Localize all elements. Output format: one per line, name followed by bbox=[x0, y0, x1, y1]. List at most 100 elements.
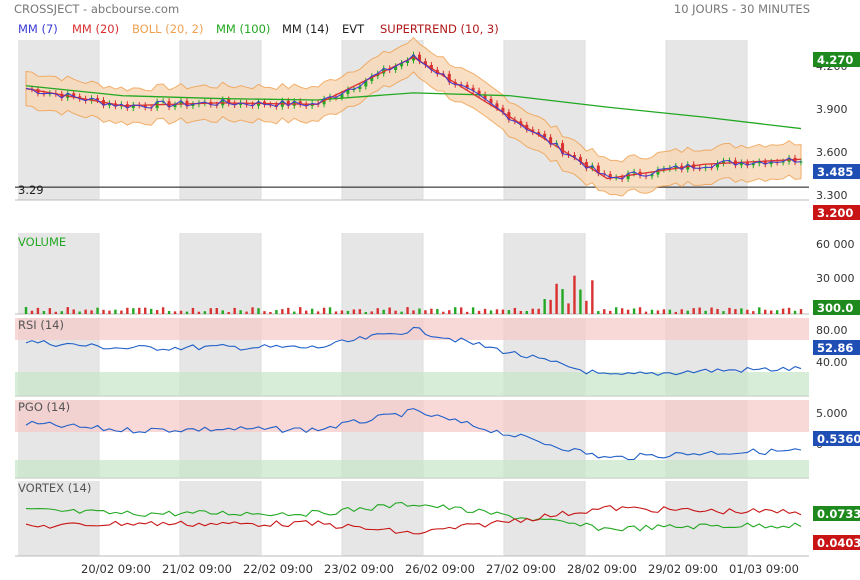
volume-bar bbox=[173, 311, 177, 314]
candle bbox=[572, 155, 576, 158]
volume-bar bbox=[609, 310, 612, 314]
pgo-badge: 0.5360 bbox=[813, 431, 860, 446]
volume-bar bbox=[245, 311, 248, 314]
volume-bar bbox=[84, 309, 87, 314]
volume-bar bbox=[549, 299, 552, 314]
volume-bar bbox=[758, 307, 761, 314]
candle bbox=[549, 137, 553, 145]
volume-bar bbox=[507, 310, 511, 314]
volume-bar bbox=[543, 299, 546, 314]
y-tick-label: 40.00 bbox=[816, 356, 848, 369]
volume-bar bbox=[394, 310, 397, 314]
support-label: 3.29 bbox=[18, 183, 44, 197]
candle bbox=[656, 169, 660, 175]
candle bbox=[227, 99, 231, 104]
legend-mm100: MM (100) bbox=[216, 22, 270, 36]
volume-bar bbox=[430, 308, 433, 314]
candle bbox=[590, 165, 594, 169]
volume-bar bbox=[752, 311, 755, 314]
volume-bar bbox=[66, 307, 69, 314]
candle bbox=[191, 104, 195, 107]
y-tick-label: 3.600 bbox=[816, 146, 848, 159]
vortex-panel: VORTEX (14) 0.0733 0.0403 bbox=[18, 481, 860, 550]
volume-bar bbox=[251, 307, 254, 314]
volume-bar bbox=[60, 311, 63, 314]
volume-bar bbox=[775, 310, 779, 314]
vortex-minus-badge: 0.0403 bbox=[813, 535, 860, 550]
volume-bar bbox=[304, 310, 308, 314]
volume-bar bbox=[424, 310, 427, 314]
volume-bar bbox=[209, 308, 213, 314]
volume-bar bbox=[299, 307, 302, 314]
candle bbox=[131, 104, 135, 109]
candle bbox=[400, 62, 404, 67]
volume-bar bbox=[138, 307, 141, 314]
rsi-oversold-zone bbox=[15, 372, 809, 396]
volume-bar bbox=[465, 311, 469, 314]
plot-layer bbox=[15, 36, 809, 535]
volume-bar bbox=[36, 307, 40, 314]
volume-bar bbox=[674, 311, 678, 314]
volume-bar bbox=[513, 307, 517, 314]
rsi-badge: 52.86 bbox=[813, 340, 860, 355]
volume-bar bbox=[799, 309, 803, 314]
candle bbox=[757, 161, 761, 164]
candle bbox=[620, 177, 624, 180]
candle bbox=[370, 76, 374, 81]
volume-bar bbox=[728, 307, 731, 314]
volume-bar bbox=[567, 303, 570, 314]
candle bbox=[561, 143, 565, 154]
vortex-plus-line bbox=[25, 501, 802, 532]
volume-bar bbox=[275, 309, 278, 314]
volume-bar bbox=[233, 307, 236, 314]
x-tick-label: 26/02 09:00 bbox=[405, 562, 475, 576]
candle bbox=[60, 93, 64, 98]
volume-bar bbox=[102, 309, 105, 314]
volume-bar bbox=[471, 307, 475, 314]
x-tick-label: 01/03 09:00 bbox=[729, 562, 799, 576]
x-tick-label: 21/02 09:00 bbox=[162, 562, 232, 576]
volume-bar bbox=[734, 309, 737, 314]
vortex-plus-badge: 0.0733 bbox=[813, 506, 860, 521]
volume-bar bbox=[591, 280, 594, 314]
pgo-overbought-zone bbox=[15, 400, 809, 432]
candle bbox=[465, 84, 469, 88]
badge-last: 3.485 bbox=[813, 164, 860, 179]
candle bbox=[346, 89, 350, 94]
day-band bbox=[342, 481, 423, 556]
candle bbox=[477, 90, 481, 95]
volume-bar bbox=[519, 311, 523, 314]
volume-bar bbox=[406, 307, 409, 314]
candle bbox=[179, 100, 183, 105]
volume-bar bbox=[54, 311, 58, 314]
volume-bar bbox=[120, 310, 123, 314]
volume-bar bbox=[662, 309, 666, 314]
volume-bar bbox=[155, 310, 159, 314]
candle bbox=[423, 61, 427, 65]
volume-bar bbox=[764, 309, 767, 314]
volume-bar bbox=[30, 310, 34, 314]
volume-bar bbox=[364, 311, 368, 314]
day-band bbox=[18, 40, 99, 200]
volume-bar bbox=[346, 310, 350, 314]
svg-text:0.5360: 0.5360 bbox=[817, 432, 860, 446]
ma7-line bbox=[25, 54, 802, 180]
day-band bbox=[180, 481, 261, 556]
ma20-line bbox=[25, 56, 802, 180]
candle bbox=[173, 104, 177, 108]
volume-bar bbox=[108, 310, 111, 314]
volume-bar bbox=[531, 308, 534, 314]
volume-bar bbox=[603, 309, 606, 314]
volume-bar bbox=[370, 311, 373, 314]
candle bbox=[674, 165, 678, 169]
ma100-line bbox=[25, 85, 802, 130]
legend-mm7: MM (7) bbox=[18, 22, 58, 36]
legend-boll: BOLL (20, 2) bbox=[132, 22, 203, 36]
volume-bar bbox=[614, 307, 618, 314]
candle bbox=[447, 73, 451, 82]
vortex-title: VORTEX (14) bbox=[18, 481, 91, 495]
volume-bar bbox=[376, 308, 379, 314]
volume-bar bbox=[483, 308, 487, 314]
y-tick-label: 80.00 bbox=[816, 324, 848, 337]
svg-text:3.200: 3.200 bbox=[817, 206, 853, 220]
